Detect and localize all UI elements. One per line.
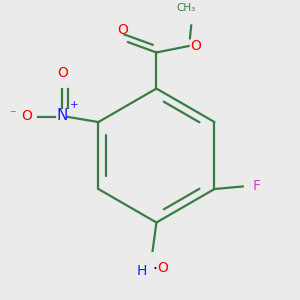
Text: O: O (118, 23, 128, 37)
Text: +: + (70, 100, 78, 110)
Text: CH₃: CH₃ (176, 2, 196, 13)
Text: O: O (190, 39, 201, 53)
Text: ⁻: ⁻ (9, 108, 15, 121)
Text: O: O (21, 109, 32, 123)
Text: H: H (137, 264, 148, 278)
Text: N: N (57, 108, 68, 123)
Text: O: O (57, 65, 68, 80)
Text: O: O (158, 261, 168, 275)
Text: ·: · (153, 262, 158, 278)
Text: F: F (253, 179, 261, 194)
